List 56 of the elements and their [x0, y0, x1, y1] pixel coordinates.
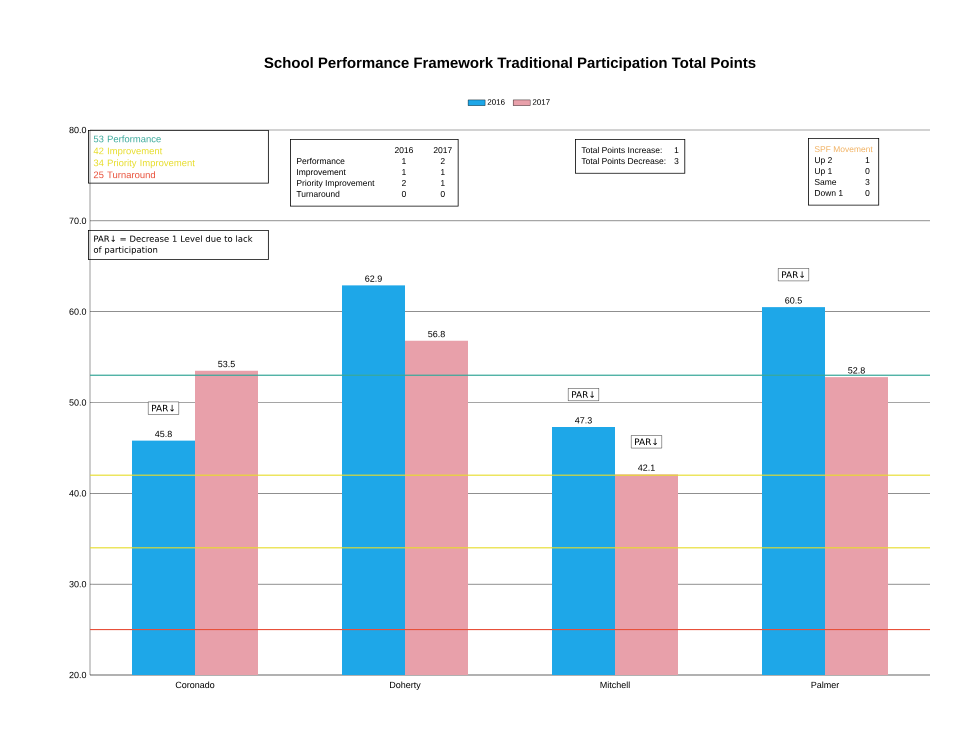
annotation: 0	[865, 168, 870, 174]
data-label: 60.5	[785, 297, 802, 304]
annotation: Up 2	[815, 157, 832, 165]
annotation: 2016	[394, 147, 413, 154]
data-label: 53.5	[218, 360, 235, 368]
annotation: 34 Priority Improvement	[94, 159, 195, 168]
annotation: 2017	[434, 147, 452, 154]
annotation: 1	[402, 158, 406, 164]
annotation: PAR↓	[152, 404, 174, 412]
y-tick-label: 20.0	[69, 672, 86, 678]
annotation: Total Points Increase:	[582, 146, 662, 154]
annotation: Same	[814, 179, 836, 185]
annotation: Down 1	[815, 190, 843, 196]
annotation: Up 1	[815, 168, 832, 176]
annotation: 2	[402, 180, 406, 186]
annotation: 1	[866, 157, 870, 163]
annotation: 0	[440, 190, 445, 197]
annotation: Turnaround	[296, 190, 340, 197]
chart-title: School Performance Framework Traditional Participation Total Points	[264, 57, 756, 71]
x-tick-label: Mitchell	[600, 682, 630, 688]
data-label: 47.3	[574, 417, 592, 424]
annotation: Priority Improvement	[297, 180, 374, 188]
x-tick-label: Doherty	[390, 682, 421, 690]
annotation: 53 Performance	[94, 135, 161, 142]
annotation: PAR↓ = Decrease 1 Level due to lack of participation	[94, 235, 253, 255]
annotation: 42 Improvement	[94, 148, 162, 156]
y-tick-label: 50.0	[69, 399, 86, 406]
data-label: 52.8	[848, 367, 865, 374]
annotation: 1	[674, 147, 678, 154]
annotation: PAR↓	[572, 391, 594, 398]
annotation: PAR↓	[635, 438, 658, 446]
y-tick-label: 60.0	[69, 308, 86, 315]
annotation: 2	[440, 158, 445, 164]
annotation: 3	[865, 179, 870, 185]
data-label: 62.9	[365, 275, 382, 282]
annotation: SPF Movement	[814, 146, 873, 152]
data-label: 45.8	[154, 430, 172, 438]
annotation: 0	[402, 190, 406, 197]
y-tick-label: 40.0	[69, 490, 86, 497]
annotation: PAR↓	[782, 271, 804, 278]
y-tick-label: 30.0	[69, 580, 86, 588]
annotation: 3	[674, 158, 678, 164]
annotation: Improvement	[297, 169, 346, 177]
annotation: Performance	[297, 158, 344, 164]
annotation: 25 Turnaround	[94, 171, 156, 178]
x-tick-label: Palmer	[812, 682, 840, 688]
annotation: 1	[441, 180, 445, 186]
data-label: 56.8	[428, 330, 445, 338]
y-tick-label: 80.0	[69, 126, 86, 134]
data-label: 42.1	[638, 464, 655, 471]
annotation: 1	[441, 169, 445, 175]
y-tick-label: 70.0	[69, 218, 86, 224]
annotation: Total Points Decrease:	[582, 158, 666, 164]
annotation: 0	[865, 190, 870, 196]
annotation: 1	[402, 169, 406, 175]
x-tick-label: Coronado	[176, 682, 214, 688]
